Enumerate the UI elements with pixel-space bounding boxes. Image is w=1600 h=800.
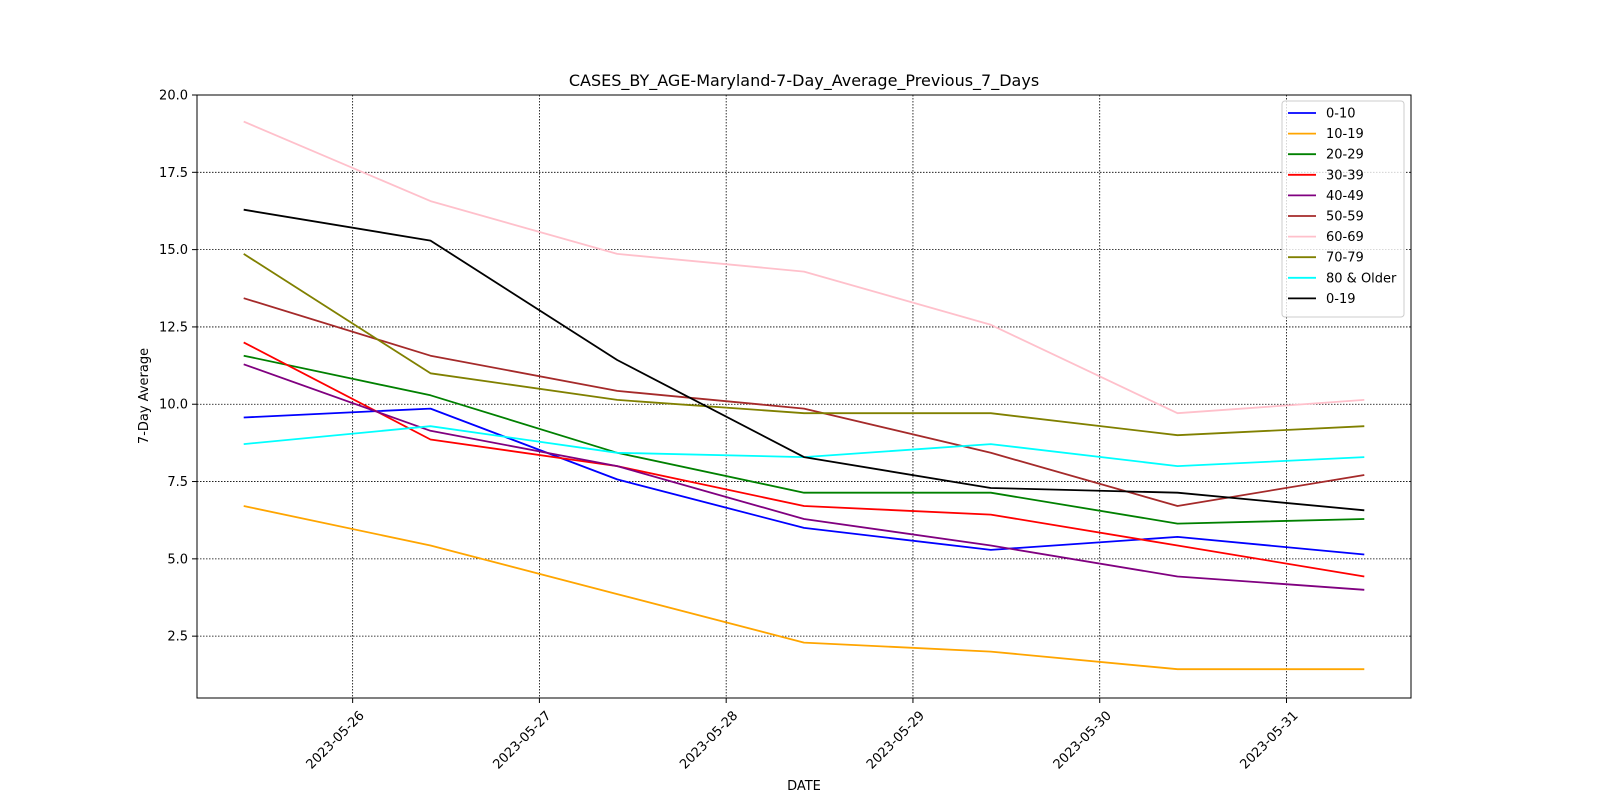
legend-label: 40-49: [1326, 189, 1364, 204]
y-axis-label: 7-Day Average: [137, 348, 152, 444]
legend-label: 70-79: [1326, 251, 1364, 266]
legend-label: 30-39: [1326, 168, 1364, 183]
legend-label: 80 & Older: [1326, 271, 1397, 286]
x-tick-label: 2023-05-29: [864, 708, 928, 772]
y-tick-label: 5.0: [167, 552, 188, 567]
x-axis-ticks: 2023-05-26 2023-05-27 2023-05-28 2023-05-29…: [304, 698, 1302, 772]
series-line-50-59: [243, 297, 1365, 507]
x-tick-label: 2023-05-31: [1237, 708, 1301, 772]
chart-title: CASES_BY_AGE-Maryland-7-Day_Average_Prev…: [569, 71, 1039, 91]
series-line-60-69: [243, 120, 1365, 415]
legend-label: 10-19: [1326, 127, 1364, 142]
legend-label: 50-59: [1326, 210, 1364, 225]
legend-label: 0-19: [1326, 292, 1356, 307]
y-tick-label: 7.5: [167, 475, 188, 490]
series-line-40-49: [243, 363, 1365, 591]
series-line-80-older: [243, 425, 1365, 468]
legend: 0-10 10-19 20-29 30-39 40-49 50-59 60-69 70-79 8…: [1281, 100, 1405, 318]
legend-label: 60-69: [1326, 230, 1364, 245]
legend-label: 0-10: [1326, 107, 1356, 122]
y-tick-label: 10.0: [159, 398, 188, 413]
plot-frame: [196, 94, 1412, 699]
x-tick-label: 2023-05-30: [1051, 708, 1115, 772]
y-tick-label: 17.5: [159, 166, 188, 181]
series-lines: [243, 120, 1365, 671]
series-line-30-39: [243, 341, 1365, 578]
y-tick-label: 15.0: [159, 243, 188, 258]
series-line-70-79: [243, 253, 1365, 437]
x-tick-label: 2023-05-26: [304, 708, 368, 772]
series-line-0-10: [243, 407, 1365, 556]
legend-label: 20-29: [1326, 148, 1364, 163]
x-axis-label: DATE: [787, 779, 821, 794]
grid: [197, 94, 1411, 698]
series-line-10-19: [243, 505, 1365, 671]
series-line-20-29: [243, 354, 1365, 525]
x-tick-label: 2023-05-27: [490, 708, 554, 772]
y-tick-label: 12.5: [159, 320, 188, 335]
series-line-0-19: [243, 208, 1365, 512]
x-tick-label: 2023-05-28: [677, 708, 741, 772]
y-tick-label: 20.0: [159, 89, 188, 104]
y-axis-ticks: 2.5 5.0 7.5 10.0 12.5 15.0 17.5 20.0: [159, 89, 197, 645]
y-tick-label: 2.5: [167, 630, 188, 645]
